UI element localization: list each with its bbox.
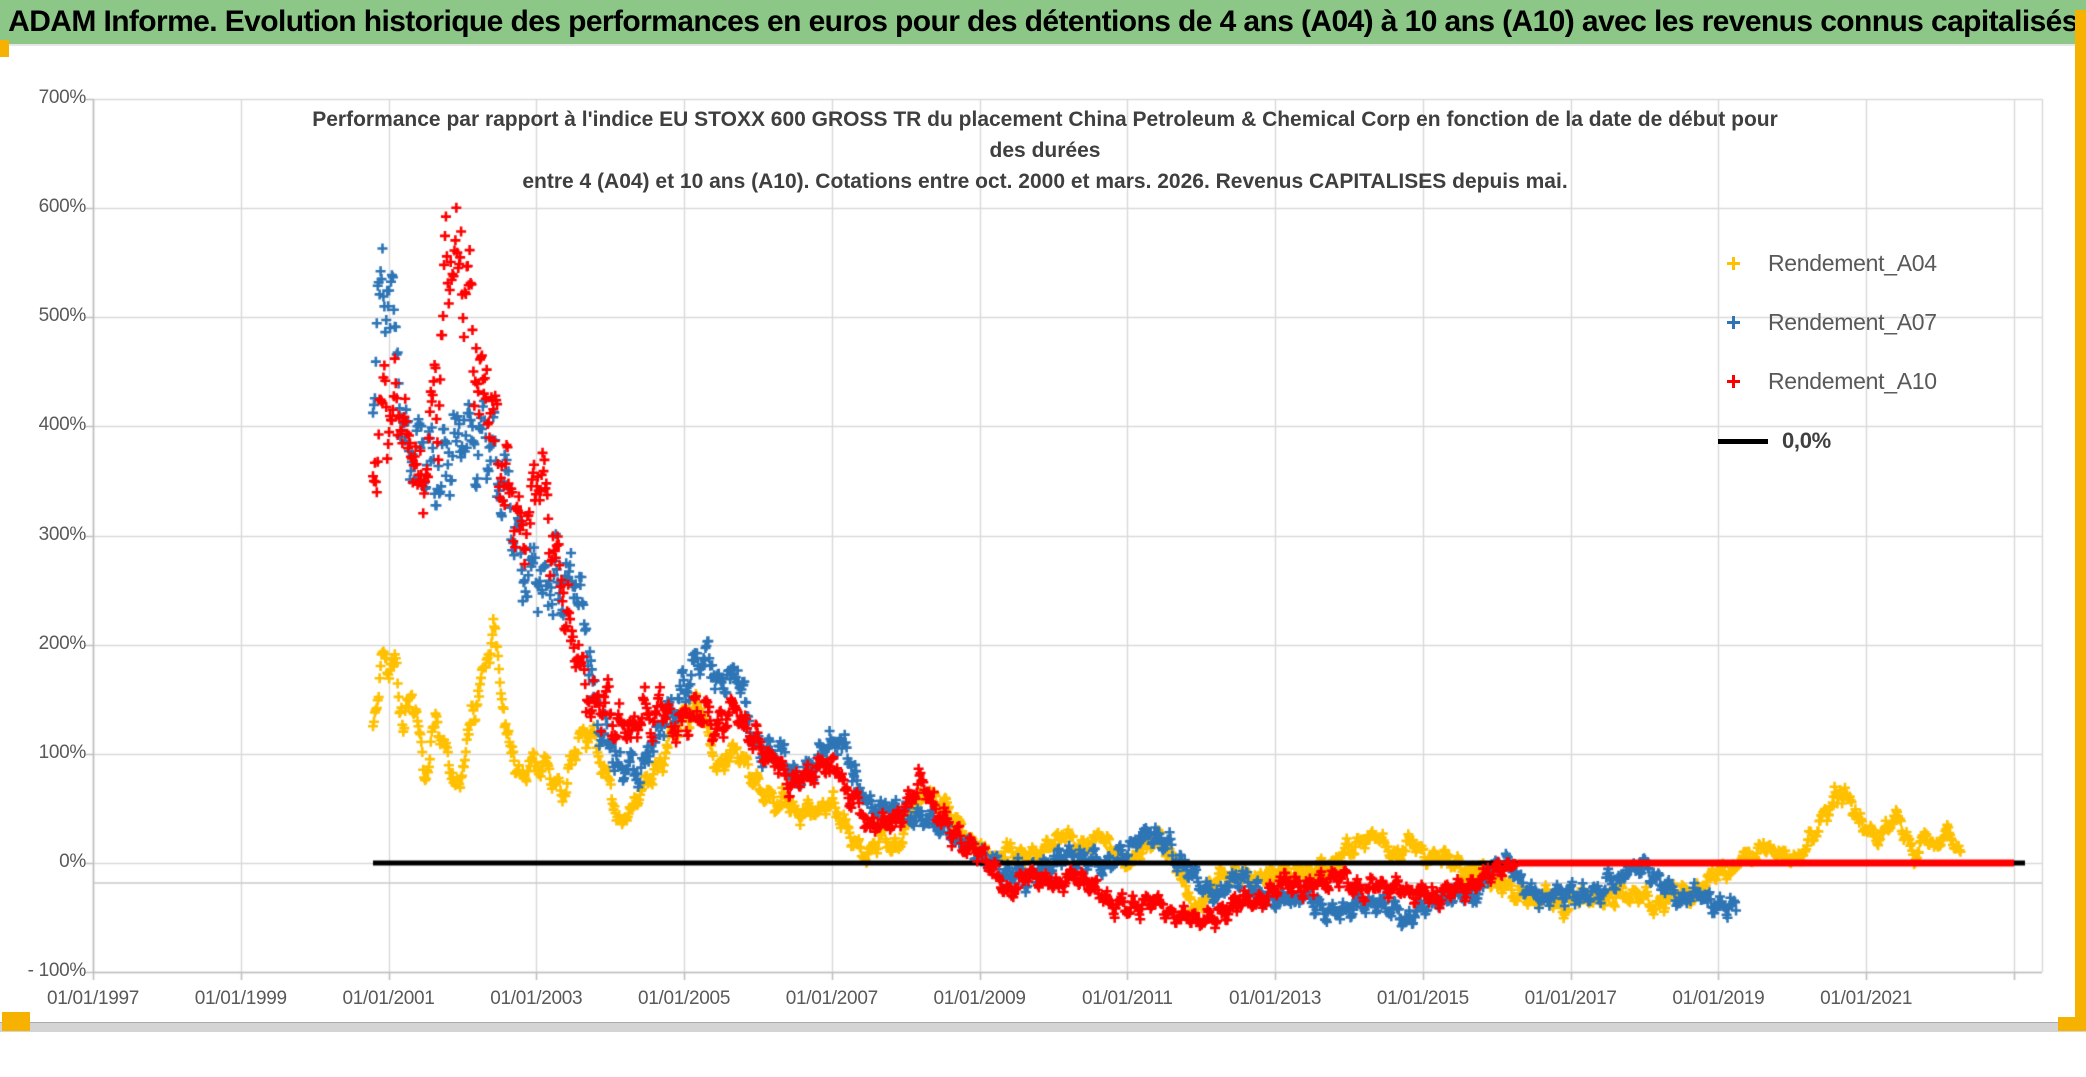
plot-area[interactable] (0, 46, 2086, 1077)
legend: Rendement_A04 Rendement_A07 Rendement_A1… (1718, 234, 2056, 470)
chart-title-line-2: des durées (989, 139, 1101, 162)
amber-accent-bottom-left (2, 1012, 30, 1031)
plus-marker-icon (1726, 315, 1742, 331)
y-tick-label: 600% (38, 196, 87, 218)
legend-label-a10: Rendement_A10 (1768, 368, 1937, 394)
x-tick-label: 01/01/2003 (490, 988, 583, 1009)
y-tick-label: - 100% (27, 960, 87, 981)
y-tick-label: 100% (38, 741, 87, 763)
x-tick-label: 01/01/1999 (194, 988, 287, 1009)
y-tick-label: 400% (38, 414, 87, 436)
x-tick-label: 01/01/1997 (46, 988, 140, 1009)
y-tick-label: 200% (38, 632, 87, 654)
amber-accent-bottom-right (2058, 1017, 2086, 1031)
legend-label-zero: 0,0% (1782, 427, 1831, 453)
x-tick-label: 01/01/2007 (785, 988, 878, 1009)
banner: ADAM Informe. Evolution historique des p… (0, 0, 2086, 46)
plus-marker-icon (1726, 374, 1742, 390)
banner-title: ADAM Informe. Evolution historique des p… (8, 5, 2078, 38)
legend-item-rendement-a10[interactable]: Rendement_A10 (1726, 352, 2056, 411)
x-tick-label: 01/01/2011 (1082, 988, 1173, 1009)
legend-item-rendement-a07[interactable]: Rendement_A07 (1726, 293, 2056, 352)
y-tick-label: 0% (59, 850, 86, 872)
plus-marker-icon (1726, 256, 1742, 272)
chart-title-line-1: Performance par rapport à l'indice EU ST… (312, 108, 1778, 131)
y-tick-label: 300% (38, 523, 87, 545)
x-tick-label: 01/01/2019 (1672, 988, 1765, 1009)
line-marker-icon (1718, 433, 1768, 449)
bottom-band (0, 1022, 2086, 1032)
chart-title-line-3: entre 4 (A04) et 10 ans (A10). Cotations… (522, 170, 1568, 193)
x-tick-label: 01/01/2015 (1376, 988, 1469, 1009)
legend-label-a07: Rendement_A07 (1768, 309, 1937, 335)
legend-label-a04: Rendement_A04 (1768, 250, 1937, 276)
amber-accent-left (0, 40, 9, 57)
y-tick-label: 500% (38, 305, 87, 327)
legend-item-rendement-a04[interactable]: Rendement_A04 (1726, 234, 2056, 293)
legend-item-zero-line[interactable]: 0,0% (1718, 411, 2056, 470)
x-tick-label: 01/01/2021 (1820, 988, 1913, 1009)
x-tick-label: 01/01/2009 (933, 988, 1026, 1009)
chart-area: Performance par rapport à l'indice EU ST… (0, 46, 2086, 1077)
chart-title: Performance par rapport à l'indice EU ST… (160, 104, 1930, 197)
amber-accent-right (2075, 10, 2086, 1031)
x-tick-label: 01/01/2013 (1229, 988, 1322, 1009)
x-tick-label: 01/01/2005 (638, 988, 731, 1009)
x-tick-label: 01/01/2017 (1524, 988, 1617, 1009)
y-tick-label: 700% (38, 87, 87, 108)
x-tick-label: 01/01/2001 (342, 988, 435, 1009)
